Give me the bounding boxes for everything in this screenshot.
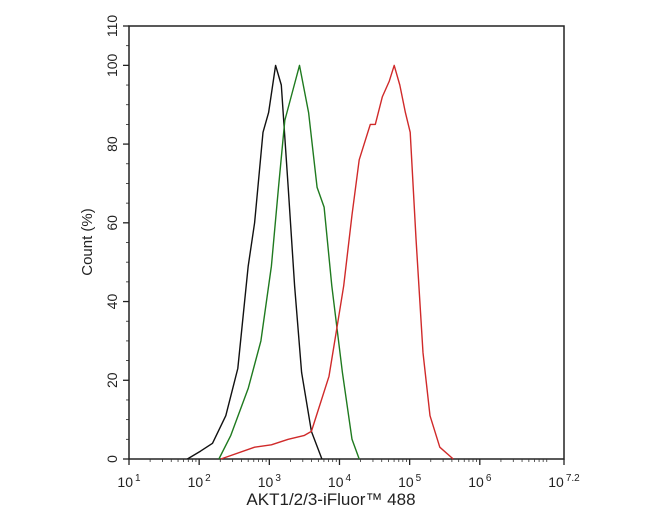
plot-frame — [128, 25, 565, 460]
y-axis-title: Count (%) — [79, 208, 96, 276]
series-line-3 — [220, 64, 454, 460]
x-tick-label: 10 6 — [468, 473, 492, 490]
x-tick-label: 10 7.2 — [548, 473, 580, 490]
y-tick-label: 110 — [104, 15, 120, 38]
x-tick-label: 10 3 — [258, 473, 282, 490]
series-line-1 — [187, 64, 323, 460]
x-tick-label: 10 4 — [328, 473, 352, 490]
y-tick-label: 80 — [104, 136, 120, 152]
x-tick-label: 10 1 — [117, 473, 141, 490]
series-line-2 — [218, 64, 360, 460]
y-tick-label: 60 — [104, 215, 120, 231]
y-tick-label: 40 — [104, 294, 120, 310]
y-tick-label: 20 — [104, 372, 120, 388]
x-axis-title: AKT1/2/3-iFluor™ 488 — [246, 490, 415, 509]
x-tick-label: 10 5 — [398, 473, 422, 490]
x-tick-label: 10 2 — [188, 473, 212, 490]
y-tick-label: 100 — [104, 53, 120, 77]
y-tick-label: 0 — [104, 455, 120, 463]
